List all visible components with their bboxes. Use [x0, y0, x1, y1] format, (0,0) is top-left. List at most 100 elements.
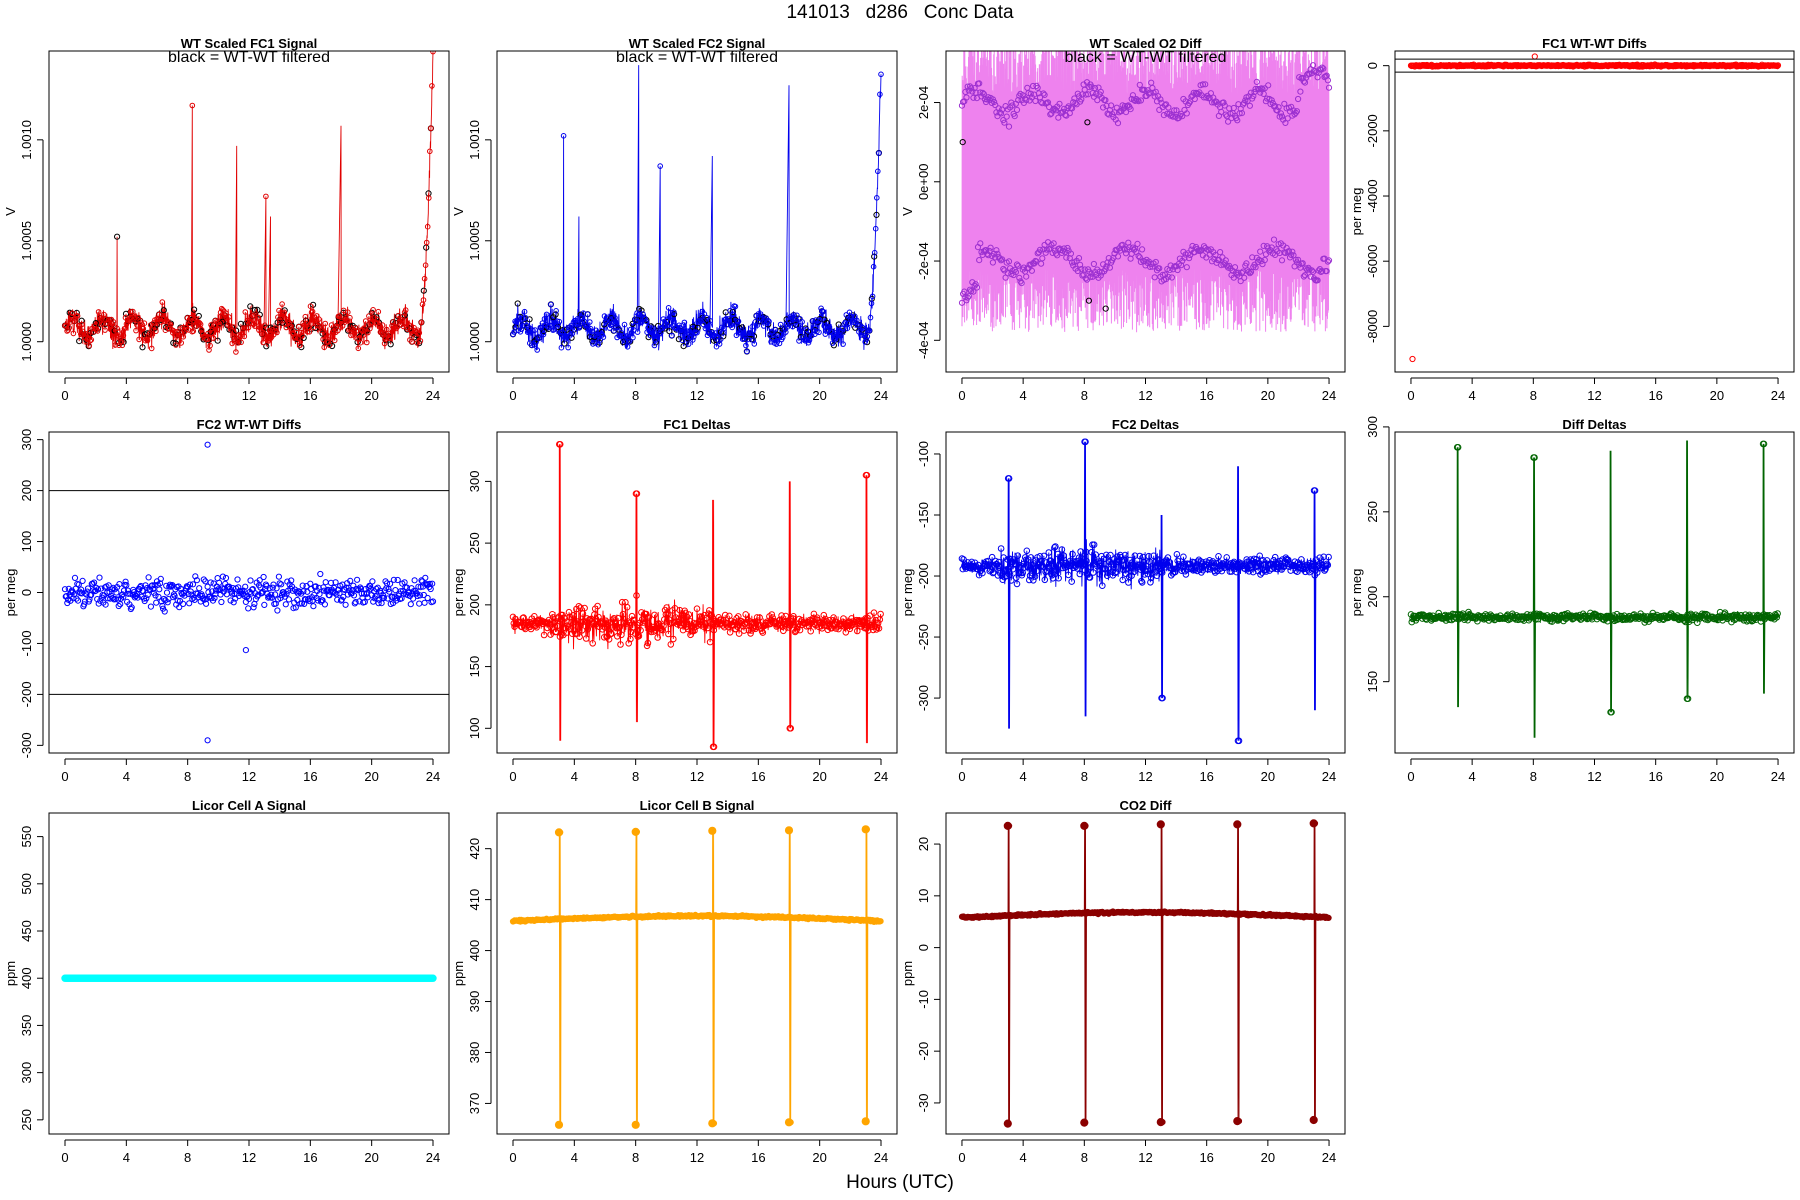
x-tick-label: 4: [1469, 769, 1476, 784]
wtwt-diff-point: [355, 586, 362, 593]
filtered-point: [675, 336, 683, 343]
signal-point: [685, 341, 692, 347]
filtered-point: [233, 327, 240, 334]
signal-point: [326, 342, 333, 348]
o2-upper-point: [1252, 85, 1259, 93]
signal-point: [821, 323, 828, 329]
wtwt-diff-point: [369, 578, 376, 585]
o2-lower-point: [1015, 262, 1022, 269]
series-point: [1099, 582, 1106, 590]
signal-point: [805, 339, 812, 346]
o2-upper-point: [1324, 77, 1332, 84]
signal-point: [806, 337, 813, 343]
o2-lower-point: [1165, 273, 1172, 280]
o2-lower-point: [1039, 255, 1046, 262]
series-point: [815, 623, 823, 631]
chart-panel-licorA: 0 4 8 12 16 20 24250300350400450500550ppmLicor…: [3, 798, 450, 1165]
signal-point: [838, 329, 844, 335]
y-axis-label: per meg: [451, 569, 466, 617]
series-point: [1293, 568, 1301, 576]
series-point: [735, 630, 743, 637]
signal-point: [235, 340, 241, 346]
signal-point: [87, 337, 93, 344]
y-tick-label: 250: [19, 1109, 34, 1131]
o2-lower-point: [1139, 246, 1146, 253]
series-point: [777, 622, 785, 629]
wtwt-diff-point: [1774, 62, 1782, 69]
series-point: [1107, 551, 1114, 559]
o2-lower-point: [1257, 248, 1264, 255]
signal-point: [154, 316, 160, 322]
y-tick-label: -2e-04: [916, 242, 931, 280]
wtwt-diff-point: [375, 600, 382, 607]
signal-point: [730, 311, 737, 318]
series-point: [1023, 547, 1031, 555]
o2-upper-point: [1061, 105, 1068, 113]
o2-lower-point: [1178, 262, 1185, 269]
signal-point: [153, 328, 159, 335]
wtwt-diff-point: [204, 441, 211, 448]
series-point: [547, 631, 554, 638]
signal-point: [820, 308, 827, 315]
wtwt-diff-point: [199, 595, 207, 602]
signal-point: [664, 322, 671, 329]
signal-point: [402, 307, 409, 313]
signal-point: [612, 315, 618, 321]
series-point: [1090, 569, 1097, 576]
wtwt-diff-point: [344, 591, 351, 598]
signal-point: [151, 320, 157, 326]
signal-point: [808, 332, 815, 339]
series-point: [1209, 558, 1217, 565]
wtwt-diff-point: [342, 601, 349, 608]
wtwt-diff-point: [411, 577, 418, 584]
signal-point: [303, 320, 310, 327]
o2-upper-point: [1048, 110, 1055, 117]
series-point: [1454, 444, 1462, 451]
series-point: [1324, 561, 1332, 569]
series-point: [877, 610, 884, 618]
y-tick-label: 1.0005: [19, 221, 34, 261]
filtered-point: [959, 139, 966, 146]
y-tick-label: -4000: [1365, 179, 1380, 212]
series-point: [807, 627, 815, 635]
o2-lower-point: [1218, 262, 1225, 269]
signal-point: [703, 314, 710, 321]
signal-point: [576, 323, 583, 330]
o2-lower-point: [994, 250, 1001, 257]
signal-point: [745, 336, 751, 343]
y-tick-label: 300: [19, 1062, 34, 1084]
wtwt-diff-point: [216, 579, 223, 586]
o2-upper-point: [1027, 90, 1034, 97]
signal-point: [279, 301, 285, 307]
wtwt-diff-point: [273, 585, 280, 592]
series-point: [630, 616, 637, 624]
o2-lower-point: [1042, 249, 1049, 256]
series-point: [1112, 569, 1119, 577]
y-tick-label: 0: [19, 589, 34, 596]
signal-point: [370, 307, 376, 313]
series-point: [1053, 567, 1061, 575]
o2-upper-point: [1055, 114, 1062, 121]
signal-point: [640, 311, 646, 317]
signal-point: [121, 326, 128, 332]
x-tick-label: 0: [61, 1150, 68, 1165]
signal-point: [643, 318, 649, 325]
signal-point: [120, 332, 127, 339]
series-point: [627, 628, 635, 636]
signal-point: [565, 344, 572, 351]
signal-point: [804, 337, 811, 343]
signal-point: [400, 323, 407, 330]
signal-point: [406, 322, 412, 328]
o2-lower-point: [1090, 260, 1098, 268]
series-line: [512, 444, 882, 747]
signal-point: [197, 321, 204, 328]
x-tick-label: 0: [958, 388, 965, 403]
signal-point: [68, 313, 75, 320]
wtwt-diff-point: [219, 573, 226, 580]
o2-upper-point: [1141, 86, 1148, 94]
x-tick-label: 16: [1199, 769, 1213, 784]
signal-point: [799, 319, 805, 325]
signal-point: [809, 318, 816, 324]
